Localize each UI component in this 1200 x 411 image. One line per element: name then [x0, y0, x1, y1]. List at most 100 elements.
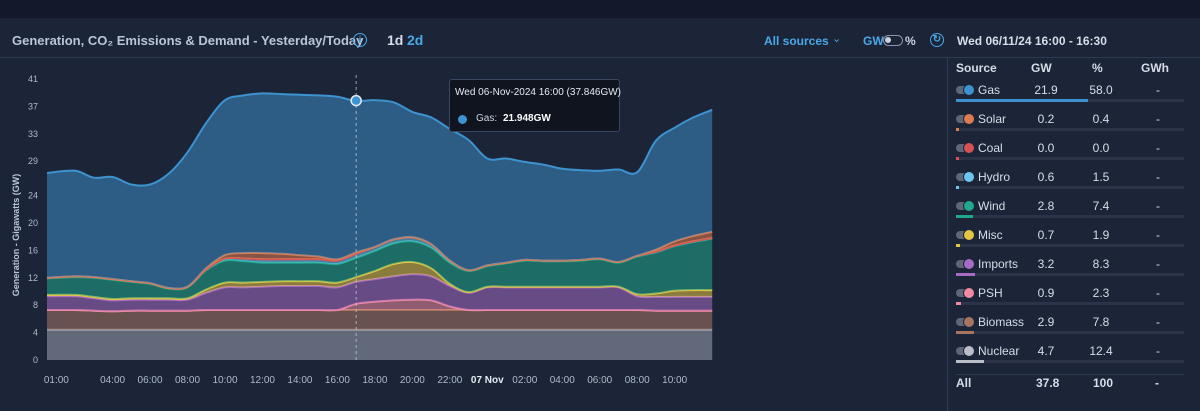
x-tick-label: 12:00: [250, 375, 275, 386]
area-gas[interactable]: [47, 93, 713, 289]
unit-toggle[interactable]: [883, 35, 903, 46]
range-2d-button[interactable]: 2d: [407, 32, 424, 48]
x-tick-label: 08:00: [625, 375, 650, 386]
series-gw: 2.8: [1037, 199, 1055, 213]
area-wind[interactable]: [47, 238, 713, 300]
legend-total-row: All 37.8 100 -: [956, 374, 1184, 391]
x-tick-label: 08:00: [175, 375, 200, 386]
share-track: [956, 331, 1184, 334]
tooltip-title: Wed 06-Nov-2024 16:00 (37.846GW): [455, 87, 622, 98]
x-tick-label: 10:00: [212, 375, 237, 386]
legend-row-nuclear[interactable]: Nuclear 4.7 12.4 -: [956, 342, 1184, 371]
x-tick-label: 18:00: [362, 375, 387, 386]
share-track: [956, 244, 1184, 247]
series-gwh: -: [1156, 315, 1160, 329]
share-bar: [956, 215, 973, 218]
y-tick-label: 8: [33, 300, 38, 310]
series-pct: 7.8: [1092, 315, 1110, 329]
tooltip-series-dot: [458, 115, 467, 124]
series-name: Nuclear: [978, 344, 1020, 358]
x-tick-label: 01:00: [44, 375, 69, 386]
y-tick-label: 33: [28, 129, 38, 139]
series-color-dot: [963, 113, 975, 125]
series-gw: 3.2: [1037, 257, 1055, 271]
legend-row-biomass[interactable]: Biomass 2.9 7.8 -: [956, 313, 1184, 342]
share-bar: [956, 244, 961, 247]
legend-header-gwh: GWh: [1141, 61, 1169, 75]
series-color-dot: [963, 200, 975, 212]
series-gwh: -: [1156, 257, 1160, 271]
hover-cursor: [350, 75, 362, 360]
y-tick-label: 12: [28, 273, 38, 283]
series-gwh: -: [1156, 83, 1160, 97]
y-tick-label: 4: [33, 328, 38, 338]
series-name: Hydro: [978, 170, 1011, 184]
series-pct: 58.0: [1089, 83, 1113, 97]
x-tick-label: 22:00: [437, 375, 462, 386]
legend-divider: [947, 58, 948, 411]
y-tick-label: 16: [28, 245, 38, 255]
share-bar: [956, 186, 960, 189]
generation-area-chart[interactable]: Generation - Gigawatts (GW) 0 4 8 12 16 20 24 2…: [0, 58, 946, 411]
series-line-gas: [46, 92, 713, 187]
series-color-dot: [963, 258, 975, 270]
series-gw: 0.2: [1037, 112, 1055, 126]
share-bar: [956, 273, 975, 276]
legend-row-wind[interactable]: Wind 2.8 7.4 -: [956, 197, 1184, 226]
area-series-group: [46, 92, 713, 360]
series-pct: 0.0: [1092, 141, 1110, 155]
refresh-icon[interactable]: ↻: [930, 33, 944, 47]
area-imports[interactable]: [47, 274, 713, 312]
chevron-down-icon[interactable]: ⌄: [832, 33, 842, 45]
series-name: Gas: [978, 83, 1001, 97]
legend-row-solar[interactable]: Solar 0.2 0.4 -: [956, 110, 1184, 139]
hover-tooltip: Wed 06-Nov-2024 16:00 (37.846GW) Gas: 21…: [449, 79, 622, 132]
chart-title: Generation, CO₂ Emissions & Demand - Yes…: [12, 33, 364, 48]
legend-row-imports[interactable]: Imports 3.2 8.3 -: [956, 255, 1184, 284]
series-color-dot: [963, 171, 975, 183]
area-nuclear[interactable]: [47, 329, 713, 360]
series-gw: 21.9: [1034, 83, 1058, 97]
series-color-dot: [963, 287, 975, 299]
x-tick-label: 06:00: [587, 375, 612, 386]
info-icon[interactable]: i: [353, 33, 367, 47]
sources-dropdown[interactable]: All sources: [764, 34, 829, 48]
share-bar: [956, 331, 974, 334]
series-gwh: -: [1156, 228, 1160, 242]
total-pct: 100: [1093, 376, 1114, 390]
x-tick-label: 06:00: [138, 375, 163, 386]
legend-row-misc[interactable]: Misc 0.7 1.9 -: [956, 226, 1184, 255]
area-hydro[interactable]: [47, 237, 713, 290]
tooltip-series-value: 21.948GW: [503, 113, 551, 124]
cursor-point: [350, 94, 362, 107]
area-biomass[interactable]: [47, 309, 713, 330]
series-gwh: -: [1156, 141, 1160, 155]
legend-time-range: Wed 06/11/24 16:00 - 16:30: [957, 34, 1107, 48]
share-bar: [956, 302, 962, 305]
series-name: Misc: [978, 228, 1003, 242]
series-color-dot: [963, 345, 975, 357]
chart-header: Generation, CO₂ Emissions & Demand - Yes…: [0, 18, 1200, 58]
series-gwh: -: [1156, 199, 1160, 213]
range-1d-button[interactable]: 1d: [387, 32, 404, 48]
y-axis-ticks: 0 4 8 12 16 20 24 29 33 37 41: [28, 74, 38, 365]
series-pct: 7.4: [1092, 199, 1110, 213]
x-tick-label: 20:00: [400, 375, 425, 386]
share-track: [956, 186, 1184, 189]
share-bar: [956, 360, 985, 363]
series-pct: 8.3: [1092, 257, 1110, 271]
legend-row-hydro[interactable]: Hydro 0.6 1.5 -: [956, 168, 1184, 197]
legend-row-gas[interactable]: Gas 21.9 58.0 -: [956, 81, 1184, 110]
series-pct: 2.3: [1092, 286, 1110, 300]
y-axis-label: Generation - Gigawatts (GW): [11, 174, 21, 297]
area-psh[interactable]: [47, 299, 713, 312]
series-color-dot: [963, 229, 975, 241]
legend-header-gw: GW: [1031, 61, 1052, 75]
series-gw: 4.7: [1037, 344, 1055, 358]
legend-row-coal[interactable]: Coal 0.0 0.0 -: [956, 139, 1184, 168]
share-track: [956, 273, 1184, 276]
series-gw: 0.7: [1037, 228, 1055, 242]
legend-row-psh[interactable]: PSH 0.9 2.3 -: [956, 284, 1184, 313]
x-axis-ticks: 01:00 04:00 06:00 08:00 10:00 12:00 14:00 16:00…: [44, 375, 688, 386]
x-tick-label: 14:00: [287, 375, 312, 386]
